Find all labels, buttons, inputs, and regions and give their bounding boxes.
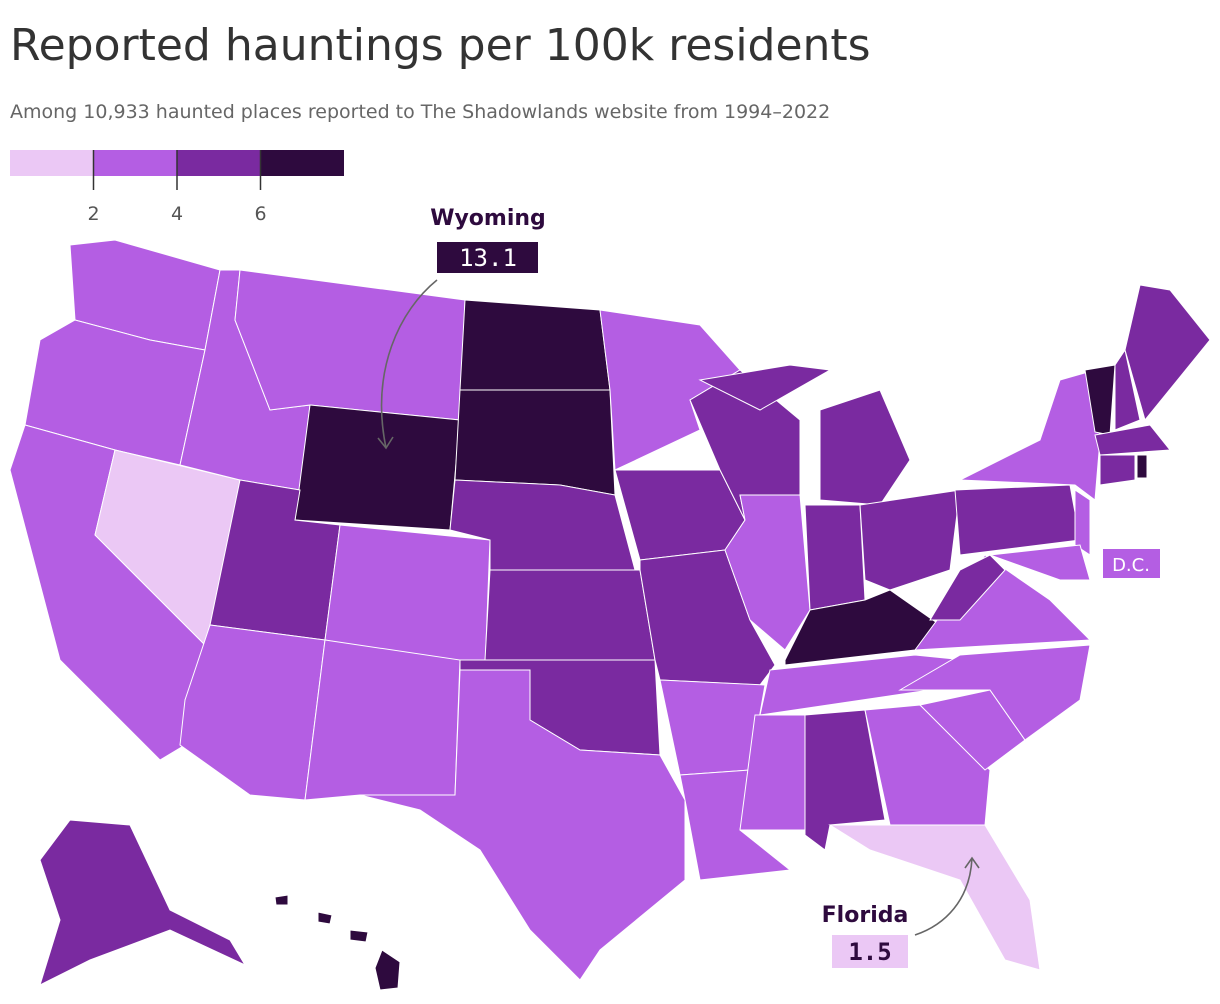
state [317, 911, 333, 925]
state [724, 494, 811, 651]
state [1124, 284, 1211, 422]
state [294, 404, 461, 531]
state [179, 624, 326, 801]
state [359, 669, 686, 981]
state [1136, 454, 1148, 479]
arrow-head [377, 436, 394, 450]
annotation-box [1103, 549, 1160, 578]
annotation-label: Florida [822, 903, 909, 928]
states [9, 239, 1211, 991]
state [614, 469, 746, 561]
annotations: Wyoming 13.1 Florida 1.5 D.C. [377, 206, 1160, 968]
title: Reported hauntings per 100k residents [10, 20, 871, 71]
state [864, 704, 991, 826]
arrow [914, 857, 973, 936]
state [459, 299, 611, 391]
state [484, 569, 656, 661]
state [374, 949, 401, 991]
state [349, 929, 369, 943]
state [804, 504, 866, 611]
annotation-label: D.C. [1112, 555, 1150, 576]
state [1114, 348, 1141, 431]
state [39, 819, 247, 986]
state [274, 894, 289, 906]
annotation-value: 13.1 [459, 244, 517, 272]
annotation-value: 1.5 [848, 938, 891, 966]
state [1094, 424, 1171, 456]
state [929, 554, 1006, 621]
state [828, 824, 1041, 971]
state [898, 644, 1091, 741]
state [698, 364, 832, 411]
annotation-box [832, 935, 908, 968]
state [784, 589, 941, 666]
legend-swatch [177, 150, 261, 176]
legend-tick-label: 2 [87, 203, 99, 225]
legend: 2 4 6 [10, 150, 344, 225]
arrow-head [964, 856, 980, 869]
legend-swatch [93, 150, 177, 176]
state [1074, 489, 1091, 556]
annotation-label: Wyoming [430, 206, 546, 231]
state [958, 369, 1101, 501]
state [989, 544, 1091, 581]
state [859, 489, 961, 591]
state [819, 389, 911, 506]
state [954, 484, 1081, 556]
subtitle: Among 10,933 haunted places reported to … [10, 101, 830, 123]
legend-tick-label: 4 [171, 203, 183, 225]
state [234, 269, 466, 421]
state [599, 309, 741, 471]
legend-tick-label: 6 [254, 203, 266, 225]
state [304, 639, 461, 801]
arrow [380, 279, 438, 449]
legend-swatch [10, 150, 94, 176]
annotation-box [437, 242, 538, 273]
state [1099, 454, 1136, 486]
legend-swatch [260, 150, 344, 176]
state [454, 389, 616, 496]
